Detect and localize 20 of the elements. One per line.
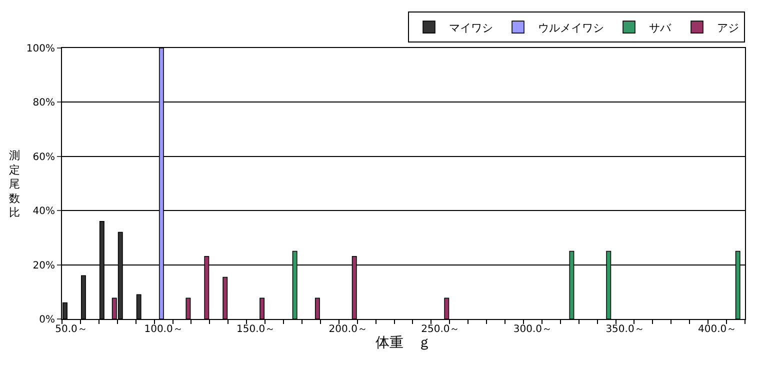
legend-label: ウルメイワシ xyxy=(538,21,604,34)
x-tick-label: 350.0～ xyxy=(606,324,644,335)
y-tick-label: 40% xyxy=(32,206,55,218)
x-tick-label: 150.0～ xyxy=(236,324,276,335)
x-tick-label: 400.0～ xyxy=(698,324,737,335)
legend-label: マイワシ xyxy=(449,21,493,34)
y-tick-label: 60% xyxy=(32,152,55,163)
y-tick-label: 80% xyxy=(32,98,55,109)
x-axis-title: 体重 ｇ xyxy=(376,335,432,351)
legend-label: アジ xyxy=(717,21,739,34)
y-axis-title: 測定尾数比 xyxy=(9,149,20,220)
x-tick-label: 200.0～ xyxy=(328,324,368,335)
x-tick-label: 50.0～ xyxy=(55,324,88,335)
y-tick-label: 100% xyxy=(26,44,55,54)
x-tick-label: 300.0～ xyxy=(513,324,552,335)
y-tick-label: 20% xyxy=(32,260,55,272)
legend-label: サバ xyxy=(649,21,672,34)
y-tick-label: 0% xyxy=(39,314,55,326)
x-tick-label: 100.0～ xyxy=(144,324,183,335)
x-tick-label: 250.0～ xyxy=(421,324,460,335)
